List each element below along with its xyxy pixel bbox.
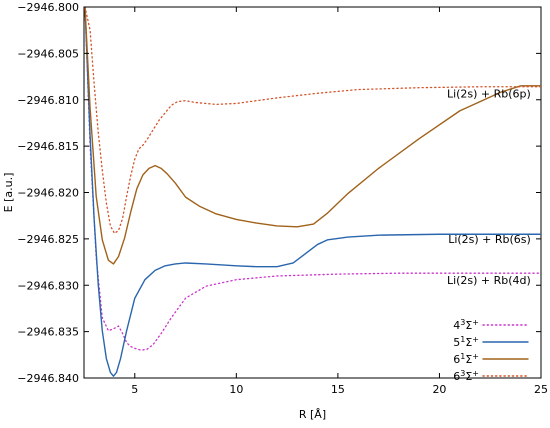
asymptote-label: Li(2s) + Rb(4d) xyxy=(447,274,531,287)
series-line-1 xyxy=(84,7,541,351)
x-tick-label: 10 xyxy=(229,383,243,396)
y-tick-label: −2946.810 xyxy=(17,94,79,107)
x-tick-label: 15 xyxy=(331,383,345,396)
legend-label: 63Σ+ xyxy=(453,369,479,384)
legend-item: 43Σ+ xyxy=(453,318,529,333)
legend-label: 51Σ+ xyxy=(453,335,479,350)
x-axis-title: R [Å] xyxy=(299,408,326,421)
y-tick-label: −2946.815 xyxy=(17,140,79,153)
legend-label: 61Σ+ xyxy=(453,352,479,367)
x-tick-label: 5 xyxy=(131,383,138,396)
y-tick-label: −2946.830 xyxy=(17,279,79,292)
series-layer xyxy=(84,7,541,377)
legend-item: 63Σ+ xyxy=(453,369,529,384)
legend: 43Σ+ 51Σ+ 61Σ+ 63Σ+ xyxy=(453,318,529,384)
y-tick-label: −2946.800 xyxy=(17,1,79,14)
y-axis-title: E [a.u.] xyxy=(2,173,15,213)
legend-label: 43Σ+ xyxy=(453,318,479,333)
x-tick-label: 20 xyxy=(432,383,446,396)
y-axis: −2946.840 −2946.835 −2946.830 −2946.825 −294… xyxy=(17,1,541,385)
y-tick-label: −2946.805 xyxy=(17,47,79,60)
asymptote-label: Li(2s) + Rb(6p) xyxy=(447,88,531,101)
x-tick-label: 25 xyxy=(534,383,548,396)
series-line-4 xyxy=(84,7,541,234)
y-tick-label: −2946.840 xyxy=(17,372,79,385)
y-tick-label: −2946.835 xyxy=(17,326,79,339)
series-line-3 xyxy=(84,7,541,265)
x-axis: 5 10 15 20 25 xyxy=(131,7,548,396)
y-tick-label: −2946.820 xyxy=(17,187,79,200)
y-tick-label: −2946.825 xyxy=(17,233,79,246)
series-line-2 xyxy=(84,7,541,377)
legend-item: 61Σ+ xyxy=(453,352,529,367)
legend-item: 51Σ+ xyxy=(453,335,529,350)
annotations: Li(2s) + Rb(6p) Li(2s) + Rb(6s) Li(2s) + R… xyxy=(447,88,531,287)
asymptote-label: Li(2s) + Rb(6s) xyxy=(448,233,531,246)
